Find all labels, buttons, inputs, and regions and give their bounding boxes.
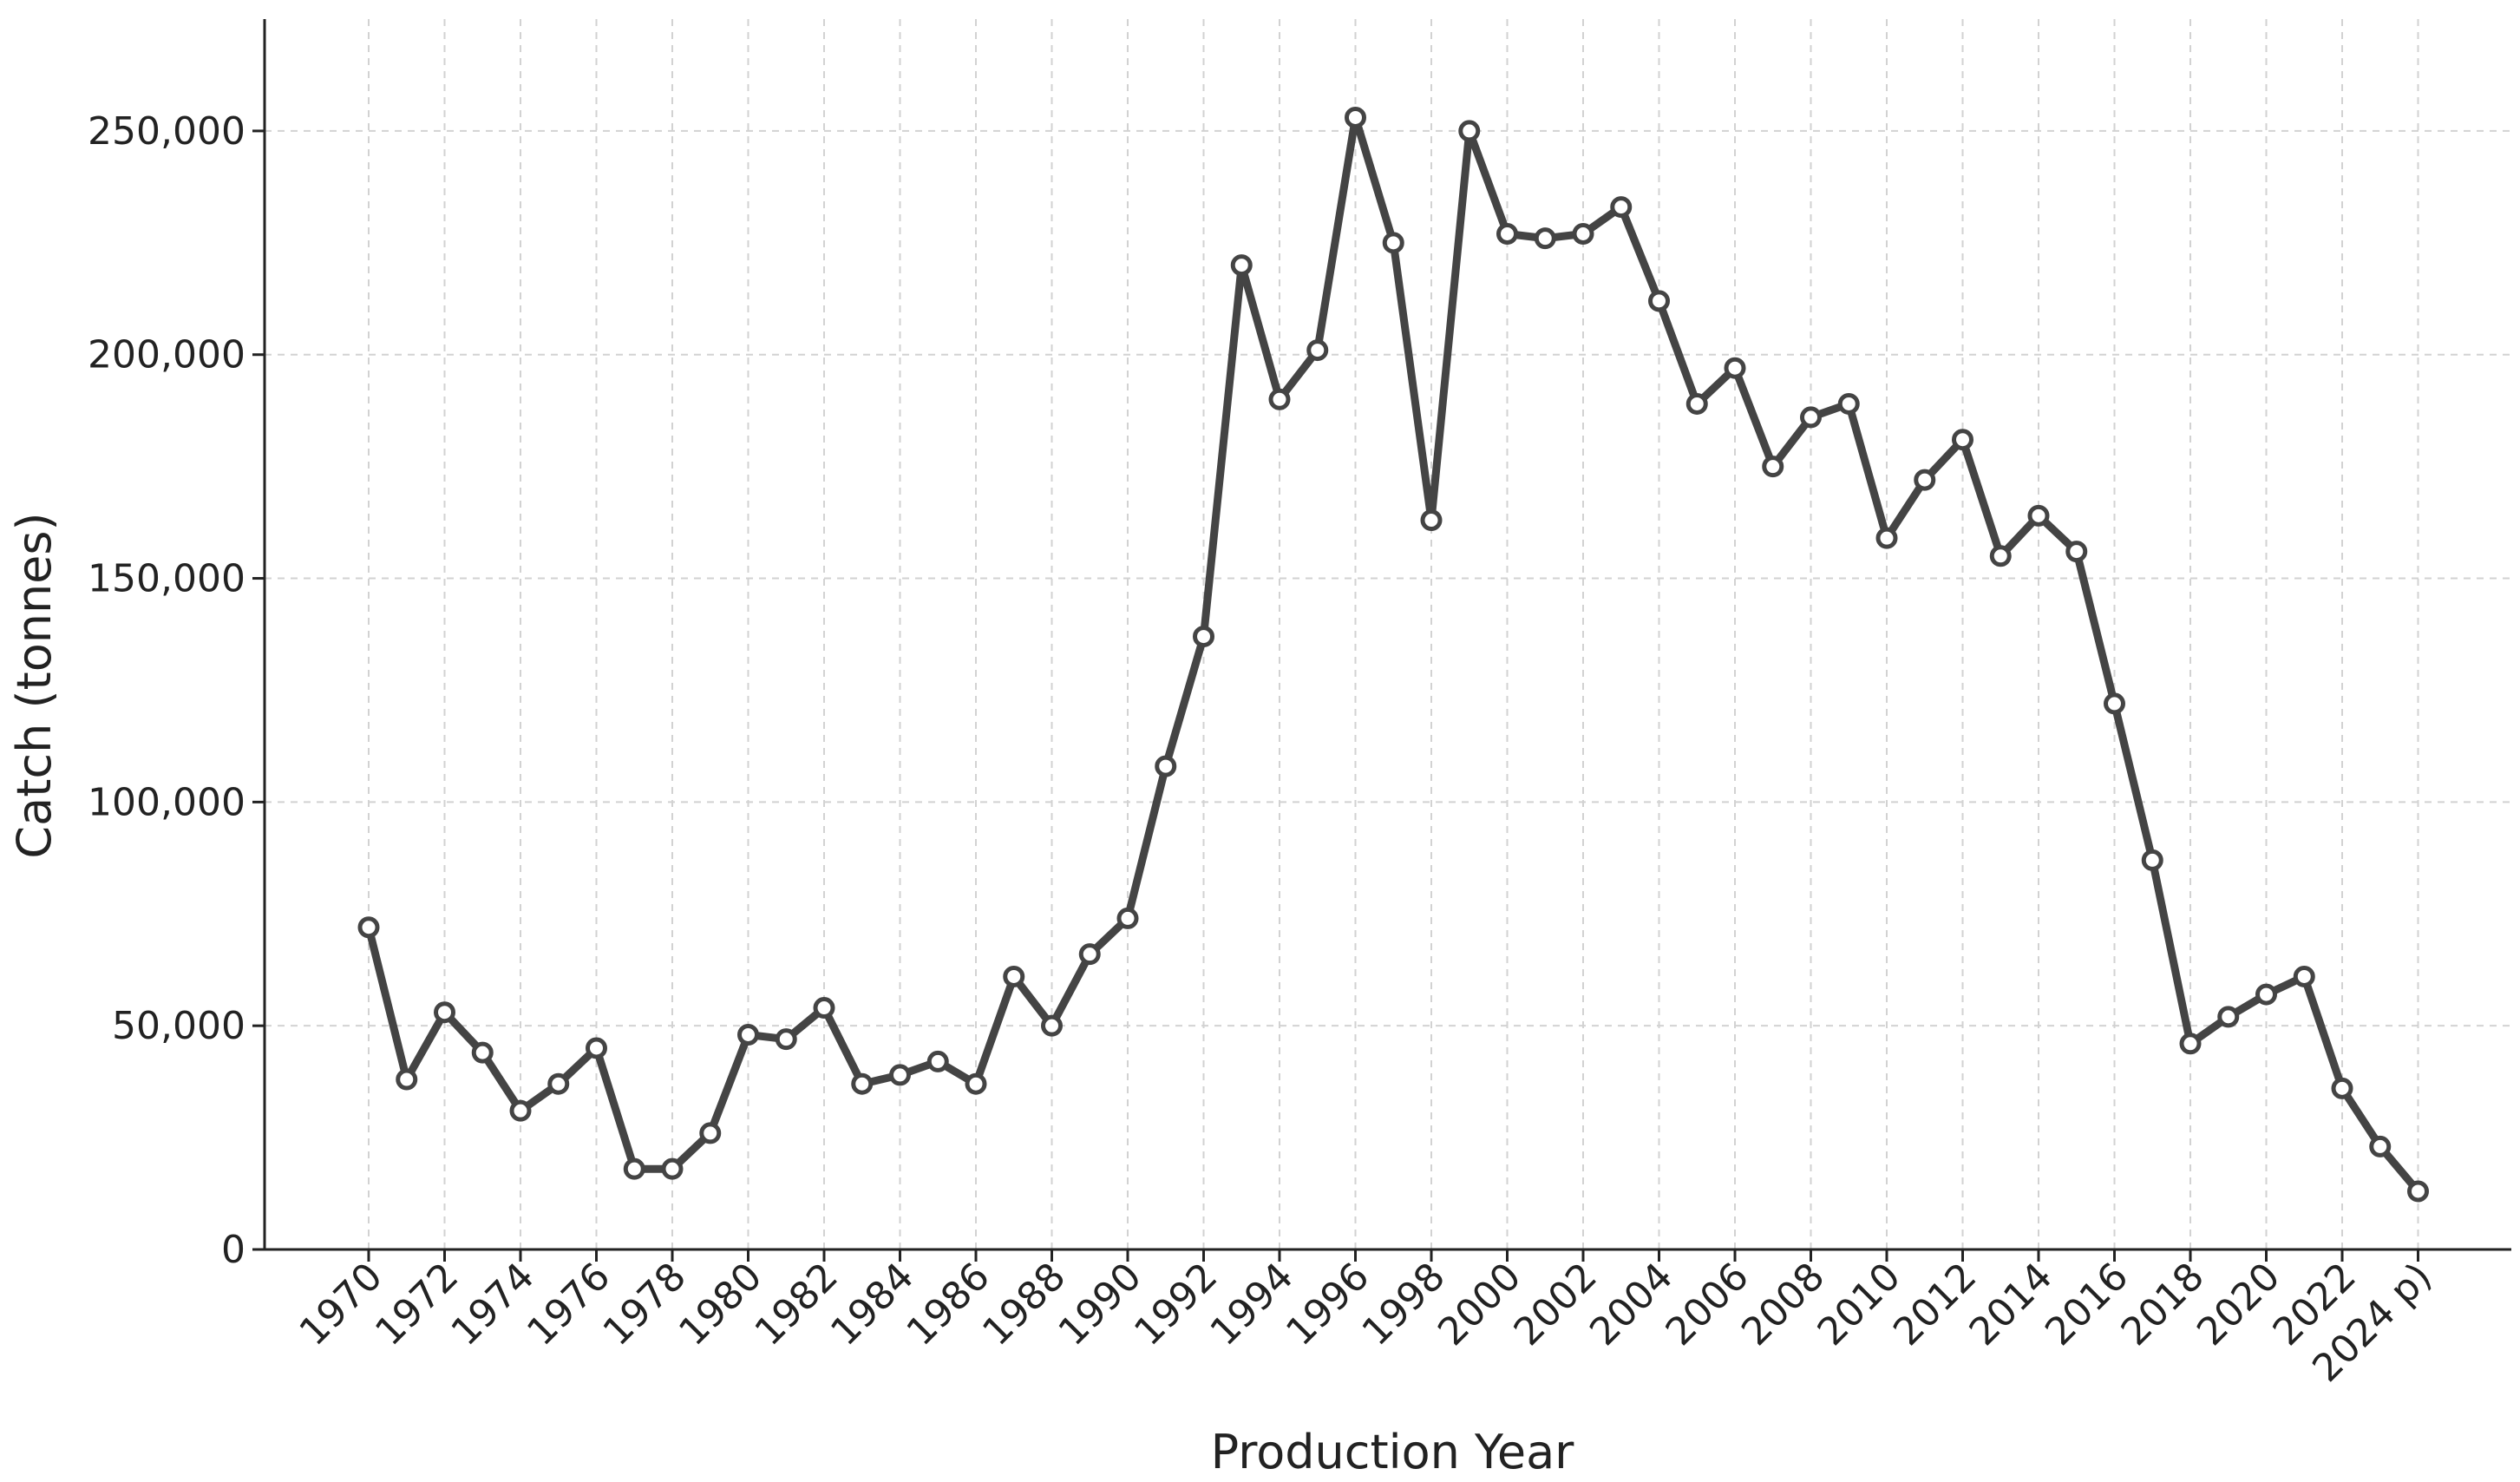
data-point [1041, 1014, 1063, 1037]
x-axis-title: Production Year [1211, 1425, 1575, 1479]
data-point [357, 916, 380, 939]
data-point [2141, 849, 2163, 871]
data-point [1875, 527, 1898, 549]
data-point [1458, 120, 1481, 142]
data-point [1496, 223, 1518, 246]
data-point [623, 1157, 645, 1180]
data-point [2217, 1006, 2240, 1028]
data-point [2255, 983, 2277, 1006]
data-point [1003, 965, 1025, 987]
data-point [509, 1099, 532, 1122]
x-tick-label: 1980 [671, 1255, 770, 1354]
data-point [2369, 1135, 2392, 1157]
data-point [1382, 232, 1404, 254]
x-tick-label: 2006 [1658, 1255, 1757, 1354]
data-point [775, 1028, 797, 1051]
data-point [2104, 692, 2125, 715]
data-point [1724, 357, 1746, 379]
y-tick-label: 50,000 [112, 1004, 245, 1048]
data-point [586, 1037, 607, 1059]
data-point [2065, 541, 2088, 563]
y-tick-label: 150,000 [88, 557, 245, 601]
grid-layer [265, 19, 2511, 1250]
data-point [396, 1068, 418, 1091]
x-tick-label: 1972 [367, 1255, 467, 1354]
x-tick-label: 1988 [974, 1255, 1074, 1354]
x-tick-label: 1974 [443, 1255, 543, 1354]
data-point [1345, 106, 1366, 128]
x-tick-label: 1994 [1202, 1255, 1302, 1354]
data-point [1534, 227, 1556, 250]
data-point [2407, 1180, 2429, 1203]
data-point [1155, 755, 1177, 777]
data-point [851, 1072, 874, 1095]
data-point [1193, 626, 1214, 648]
data-point [471, 1041, 494, 1064]
x-tick-label: 1970 [291, 1255, 391, 1354]
data-point [1989, 545, 2012, 567]
x-tick-label: 1978 [595, 1255, 695, 1354]
x-tick-label: 2010 [1810, 1255, 1909, 1354]
data-point [547, 1072, 570, 1095]
y-tick-label: 200,000 [88, 333, 245, 377]
x-tick-label: 1986 [899, 1255, 998, 1354]
x-tick-label: 2014 [1961, 1255, 2061, 1354]
data-point [1610, 196, 1633, 219]
x-tick-label: 1992 [1126, 1255, 1226, 1354]
x-tick-label: 1998 [1354, 1255, 1454, 1354]
data-point [2027, 504, 2050, 527]
y-tick-label: 250,000 [88, 109, 245, 154]
x-tick-label: 2012 [1885, 1255, 1985, 1354]
data-point [1268, 388, 1291, 410]
x-tick-label: 2018 [2113, 1255, 2213, 1354]
y-axis-ticks: 0 50,000 100,000 150,000 200,000 250,000 [88, 109, 265, 1272]
y-tick-label: 0 [221, 1228, 245, 1272]
data-point [2179, 1033, 2202, 1055]
data-point [1800, 406, 1822, 429]
data-point [1648, 290, 1670, 312]
data-point [889, 1064, 911, 1086]
data-point [1078, 943, 1101, 966]
data-point [965, 1072, 987, 1095]
y-axis-title: Catch (tonnes) [7, 512, 62, 858]
y-tick-label: 100,000 [88, 780, 245, 824]
data-point [1116, 907, 1139, 929]
data-point [1572, 223, 1594, 246]
x-tick-label: 1982 [747, 1255, 847, 1354]
series-line [364, 113, 2422, 1196]
series-layer [357, 106, 2429, 1203]
x-tick-label: 2008 [1733, 1255, 1833, 1354]
x-tick-label: 2000 [1430, 1255, 1529, 1354]
x-tick-label: 2016 [2037, 1255, 2137, 1354]
data-point [1685, 392, 1708, 415]
data-point [1230, 254, 1253, 277]
data-point [1306, 339, 1329, 362]
data-point [2331, 1077, 2353, 1099]
data-point [661, 1157, 684, 1180]
data-point [699, 1122, 722, 1144]
x-tick-label: 2020 [2189, 1255, 2288, 1354]
x-tick-label: 1984 [822, 1255, 922, 1354]
axes-layer [263, 19, 2511, 1251]
data-point [1837, 392, 1860, 415]
data-point [1420, 509, 1443, 532]
data-point [434, 1001, 455, 1024]
x-tick-label: 1976 [519, 1255, 619, 1354]
data-point [1914, 469, 1936, 491]
x-tick-label: 2004 [1581, 1255, 1681, 1354]
data-point [813, 997, 835, 1020]
x-tick-label: 1990 [1051, 1255, 1150, 1354]
data-point [737, 1023, 759, 1046]
x-tick-label: 1996 [1278, 1255, 1378, 1354]
data-point [2293, 965, 2315, 987]
data-point [1952, 429, 1973, 451]
data-point [1762, 456, 1784, 478]
x-axis-ticks: 1970197219741976197819801982198419861988… [291, 1249, 2440, 1391]
data-point [926, 1050, 949, 1072]
x-tick-label: 2002 [1506, 1255, 1606, 1354]
